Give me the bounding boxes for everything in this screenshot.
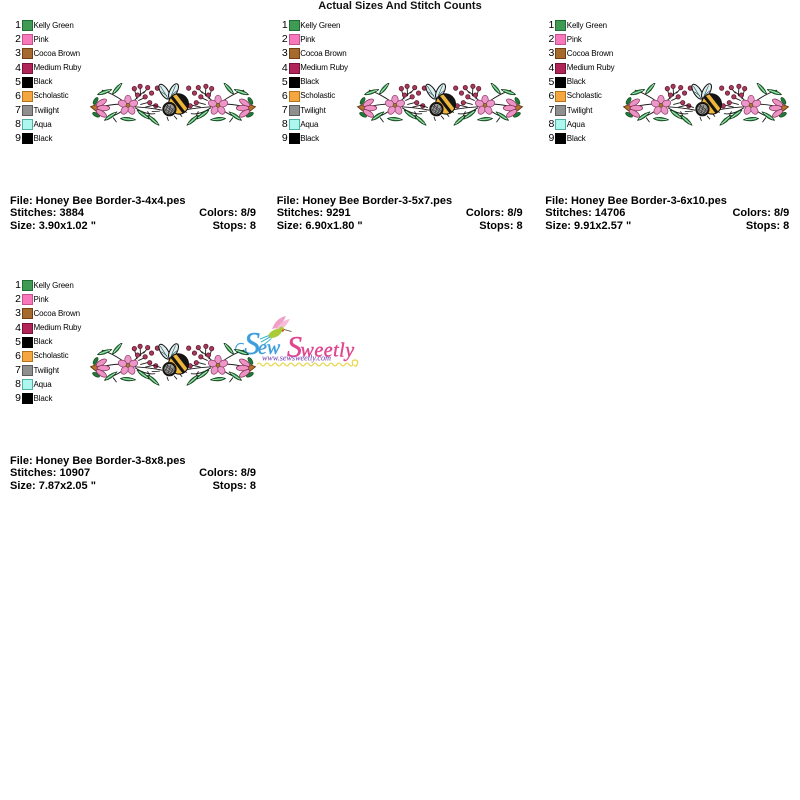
svg-text:Sweetly: Sweetly	[287, 331, 355, 364]
svg-text:Sew: Sew	[244, 325, 281, 361]
svg-text:www.sewsweetly.com: www.sewsweetly.com	[262, 354, 331, 363]
